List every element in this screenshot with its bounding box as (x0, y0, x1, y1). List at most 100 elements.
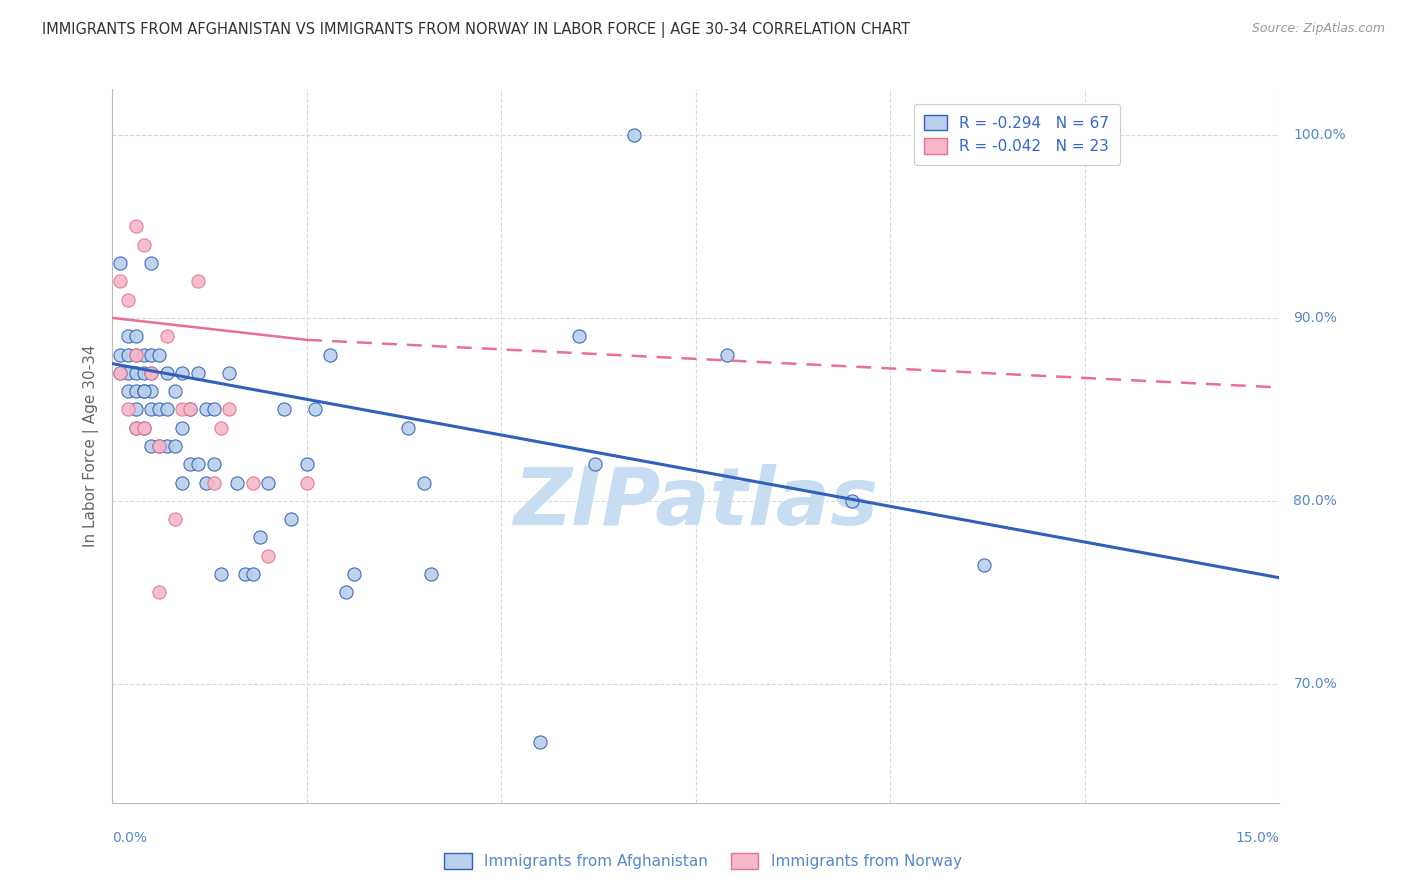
Point (141, 347, 163, 361)
Text: 90.0%: 90.0% (1294, 311, 1337, 325)
Point (257, 475, 280, 490)
Point (280, 512, 302, 526)
Point (132, 237, 155, 252)
Point (716, 347, 738, 361)
Point (218, 402, 240, 417)
Point (295, 475, 318, 490)
Point (156, 366, 179, 380)
Text: 0.0%: 0.0% (112, 831, 148, 846)
Point (125, 347, 148, 361)
Point (110, 366, 132, 380)
Point (623, 128, 645, 142)
Point (335, 585, 357, 599)
Point (179, 402, 201, 417)
Point (125, 219, 148, 234)
Point (973, 558, 995, 572)
Point (117, 366, 139, 380)
Point (141, 384, 163, 398)
Point (420, 567, 443, 582)
Point (163, 512, 186, 526)
Point (233, 567, 256, 582)
Point (202, 475, 225, 490)
Y-axis label: In Labor Force | Age 30-34: In Labor Force | Age 30-34 (83, 344, 98, 548)
Point (132, 420, 155, 434)
Point (163, 439, 186, 453)
Point (187, 274, 209, 288)
Point (110, 366, 132, 380)
Point (117, 347, 139, 361)
Legend: Immigrants from Afghanistan, Immigrants from Norway: Immigrants from Afghanistan, Immigrants … (439, 847, 967, 875)
Text: 80.0%: 80.0% (1294, 494, 1337, 508)
Point (117, 402, 139, 417)
Point (209, 567, 232, 582)
Point (568, 329, 591, 343)
Point (110, 274, 132, 288)
Point (202, 402, 225, 417)
Point (110, 256, 132, 270)
Point (242, 475, 264, 490)
Point (125, 366, 148, 380)
Point (841, 494, 863, 508)
Point (141, 402, 163, 417)
Point (412, 475, 434, 490)
Point (148, 585, 170, 599)
Point (132, 347, 155, 361)
Point (172, 475, 194, 490)
Point (148, 402, 170, 417)
Point (257, 549, 280, 563)
Point (172, 366, 194, 380)
Point (218, 366, 240, 380)
Point (242, 567, 264, 582)
Point (194, 475, 217, 490)
Point (179, 458, 201, 472)
Point (194, 402, 217, 417)
Point (117, 329, 139, 343)
Point (132, 384, 155, 398)
Point (172, 402, 194, 417)
Point (125, 347, 148, 361)
Point (583, 458, 606, 472)
Point (202, 458, 225, 472)
Point (249, 531, 271, 545)
Text: Source: ZipAtlas.com: Source: ZipAtlas.com (1251, 22, 1385, 36)
Point (319, 347, 342, 361)
Point (156, 439, 179, 453)
Legend: R = -0.294   N = 67, R = -0.042   N = 23: R = -0.294 N = 67, R = -0.042 N = 23 (914, 104, 1121, 165)
Point (132, 366, 155, 380)
Text: ZIPatlas: ZIPatlas (513, 464, 879, 542)
Point (148, 347, 170, 361)
Point (141, 366, 163, 380)
Point (117, 293, 139, 307)
Point (125, 402, 148, 417)
Text: IMMIGRANTS FROM AFGHANISTAN VS IMMIGRANTS FROM NORWAY IN LABOR FORCE | AGE 30-34: IMMIGRANTS FROM AFGHANISTAN VS IMMIGRANT… (42, 22, 910, 38)
Point (125, 420, 148, 434)
Point (187, 458, 209, 472)
Point (141, 366, 163, 380)
Text: 15.0%: 15.0% (1236, 831, 1279, 846)
Point (156, 402, 179, 417)
Text: 100.0%: 100.0% (1294, 128, 1346, 142)
Point (141, 256, 163, 270)
Point (163, 384, 186, 398)
Point (529, 735, 551, 749)
Point (396, 420, 419, 434)
Point (132, 384, 155, 398)
Point (273, 402, 295, 417)
Point (110, 347, 132, 361)
Point (295, 458, 318, 472)
Point (304, 402, 326, 417)
Point (125, 420, 148, 434)
Point (117, 384, 139, 398)
Point (148, 439, 170, 453)
Point (343, 567, 366, 582)
Point (125, 384, 148, 398)
Point (132, 420, 155, 434)
Point (187, 366, 209, 380)
Text: 70.0%: 70.0% (1294, 677, 1337, 691)
Point (156, 329, 179, 343)
Point (125, 329, 148, 343)
Point (141, 439, 163, 453)
Point (148, 439, 170, 453)
Point (226, 475, 249, 490)
Point (209, 420, 232, 434)
